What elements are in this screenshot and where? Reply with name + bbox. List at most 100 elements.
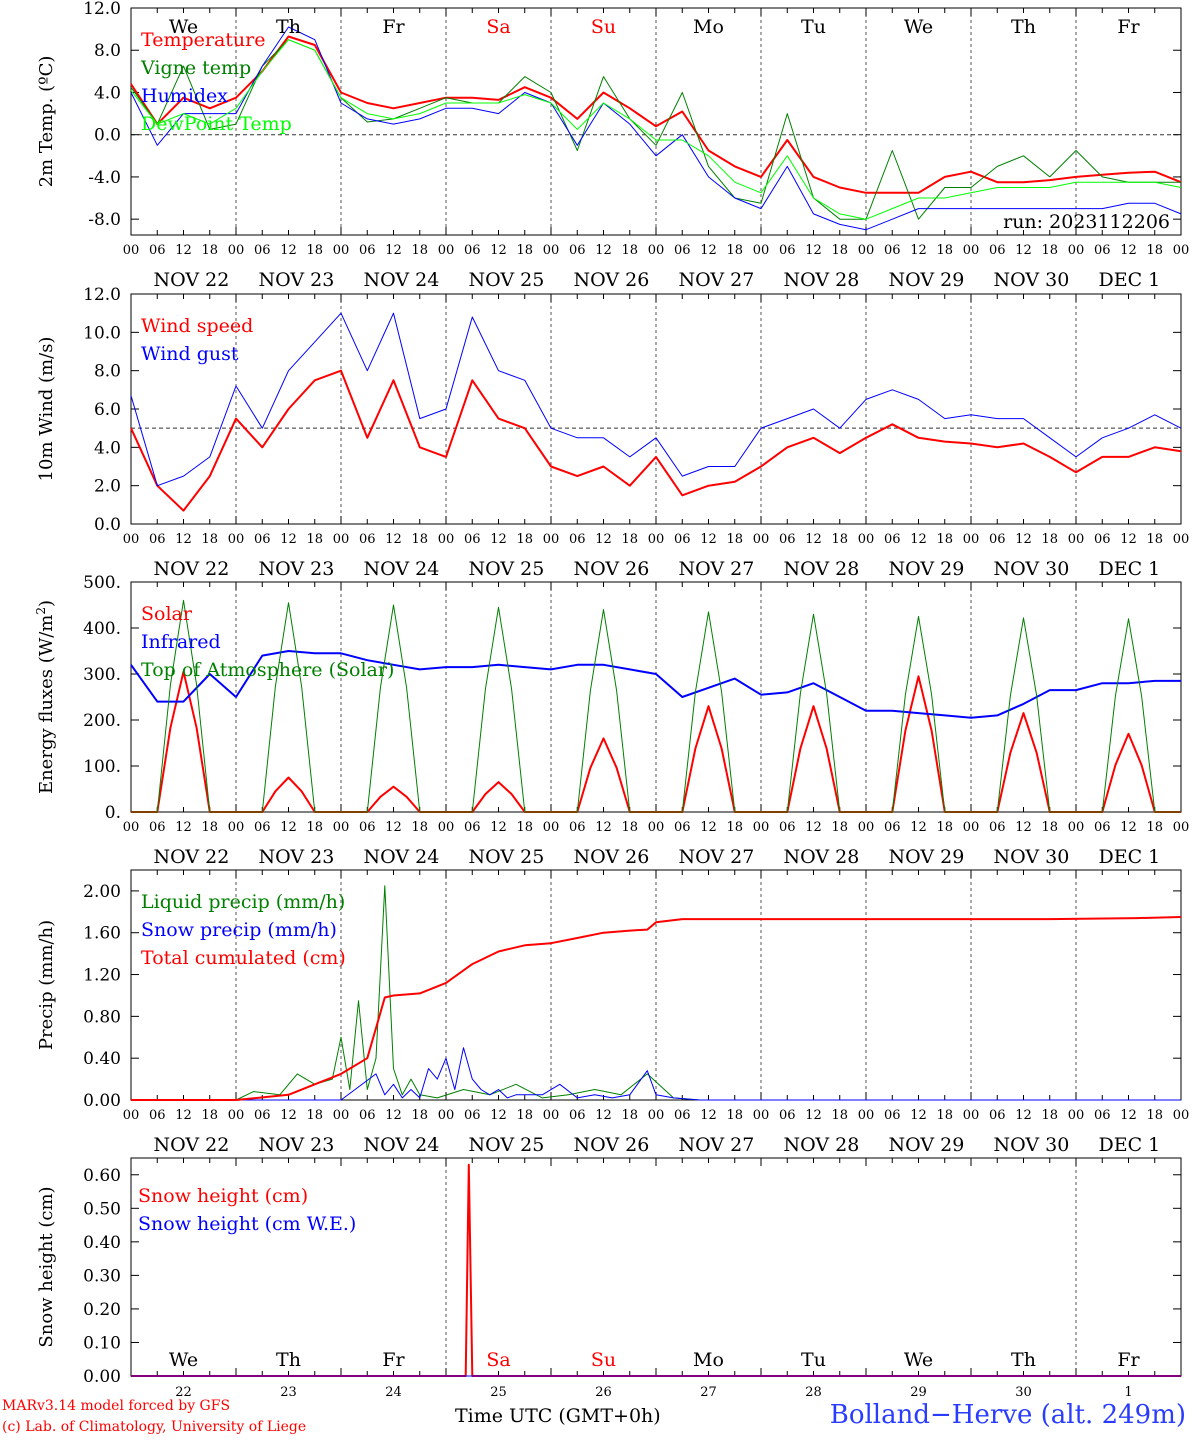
day-name: Fr — [1117, 1349, 1140, 1371]
x-hour-label: 12 — [910, 532, 927, 547]
y-tick-label: 12.0 — [83, 0, 121, 19]
x-date-label: NOV 30 — [994, 269, 1070, 291]
x-hour-label: 12 — [490, 532, 507, 547]
x-date-label: DEC 1 — [1099, 269, 1161, 291]
x-date-label: NOV 25 — [469, 846, 545, 868]
x-date-label: NOV 27 — [679, 269, 755, 291]
x-date-label: NOV 24 — [364, 269, 440, 291]
legend-entry: Liquid precip (mm/h) — [141, 891, 345, 913]
x-hour-label: 12 — [700, 243, 717, 258]
x-hour-label: 18 — [411, 532, 428, 547]
x-date-label: NOV 22 — [154, 269, 230, 291]
y-tick-label: 500. — [83, 573, 121, 593]
x-date-label: NOV 25 — [469, 1134, 545, 1156]
x-hour-label: 00 — [1173, 243, 1190, 258]
x-hour-label: 00 — [123, 1108, 140, 1123]
x-hour-label: 06 — [569, 243, 586, 258]
x-date-label: NOV 24 — [364, 1134, 440, 1156]
x-hour-label: 12 — [280, 1108, 297, 1123]
legend-entry: Snow height (cm) — [138, 1185, 308, 1207]
x-hour-label: 00 — [543, 243, 560, 258]
day-name: Mo — [693, 1349, 724, 1371]
y-axis-label: Snow height (cm) — [36, 1186, 57, 1347]
x-date-label: NOV 26 — [574, 1134, 650, 1156]
x-date-label: NOV 23 — [259, 846, 335, 868]
x-date-label: NOV 28 — [784, 269, 860, 291]
y-tick-label: 1.20 — [83, 966, 121, 986]
x-hour-label: 18 — [201, 820, 218, 835]
y-axis-label: Energy fluxes (W/m2) — [34, 600, 57, 794]
y-tick-label: 200. — [83, 711, 121, 731]
x-hour-label: 00 — [333, 1108, 350, 1123]
x-hour-label: 06 — [359, 532, 376, 547]
x-hour-label: 00 — [438, 1108, 455, 1123]
x-axis-title: Time UTC (GMT+0h) — [455, 1405, 661, 1427]
x-hour-label: 06 — [1094, 820, 1111, 835]
x-hour-label: 00 — [648, 1108, 665, 1123]
x-hour-label: 12 — [595, 1108, 612, 1123]
x-hour-label: 12 — [910, 1108, 927, 1123]
x-hour-label: 18 — [1041, 820, 1058, 835]
day-name: Tu — [801, 16, 826, 38]
x-hour-label: 06 — [254, 1108, 271, 1123]
day-number: 26 — [595, 1385, 612, 1400]
y-tick-label: 100. — [83, 757, 121, 777]
x-hour-label: 18 — [411, 1108, 428, 1123]
day-name: Su — [591, 16, 616, 38]
day-number: 23 — [280, 1385, 297, 1400]
chart-panel-2: 12.0 10.0 8.0 6.0 4.0 2.0 0.0 10m Wind (m/s) Win… — [36, 285, 1189, 580]
y-tick-label: 8.0 — [94, 362, 121, 382]
x-hour-label: 12 — [595, 243, 612, 258]
x-hour-label: 00 — [858, 532, 875, 547]
legend-entry: Total cumulated (cm) — [141, 947, 346, 969]
x-hour-label: 06 — [254, 243, 271, 258]
day-name: Th — [1011, 1349, 1036, 1371]
chart-panel-5: 0.60 0.50 0.40 0.30 0.20 0.10 0.00 Snow height … — [36, 1157, 1182, 1400]
x-hour-label: 18 — [1146, 243, 1163, 258]
x-date-label: NOV 22 — [154, 558, 230, 580]
x-hour-label: 12 — [805, 532, 822, 547]
day-name: Tu — [801, 1349, 826, 1371]
x-hour-label: 12 — [385, 532, 402, 547]
x-hour-label: 06 — [674, 243, 691, 258]
x-hour-label: 18 — [936, 820, 953, 835]
y-tick-label: 300. — [83, 665, 121, 685]
x-date-label: NOV 26 — [574, 269, 650, 291]
x-date-label: NOV 29 — [889, 269, 965, 291]
day-name: Th — [276, 16, 301, 38]
x-date-label: NOV 24 — [364, 846, 440, 868]
x-hour-label: 00 — [123, 820, 140, 835]
day-number: 30 — [1015, 1385, 1032, 1400]
x-hour-label: 18 — [306, 1108, 323, 1123]
x-hour-label: 18 — [1041, 1108, 1058, 1123]
x-hour-label: 18 — [1041, 532, 1058, 547]
y-tick-label: 0. — [105, 803, 121, 823]
x-hour-label: 00 — [123, 243, 140, 258]
x-date-label: NOV 29 — [889, 846, 965, 868]
day-name: Su — [591, 1349, 616, 1371]
x-hour-label: 06 — [569, 820, 586, 835]
x-hour-label: 12 — [280, 243, 297, 258]
x-hour-label: 12 — [280, 532, 297, 547]
x-hour-label: 18 — [411, 243, 428, 258]
x-hour-label: 18 — [1041, 243, 1058, 258]
series-line-top-of-atmosphere-solar- — [131, 599, 1181, 813]
x-hour-label: 06 — [674, 532, 691, 547]
x-hour-label: 18 — [516, 1108, 533, 1123]
x-hour-label: 18 — [831, 532, 848, 547]
x-hour-label: 12 — [1015, 243, 1032, 258]
x-hour-label: 06 — [674, 820, 691, 835]
day-number: 27 — [700, 1385, 717, 1400]
series-line-humidex — [130, 26, 1182, 231]
y-axis-label-text: Energy fluxes (W/m — [36, 615, 57, 794]
y-tick-label: 0.0 — [94, 126, 121, 146]
y-axis-label: 10m Wind (m/s) — [36, 337, 57, 482]
x-hour-label: 12 — [385, 1108, 402, 1123]
station-name: Bolland−Herve (alt. 249m) — [829, 1400, 1186, 1430]
x-hour-label: 06 — [464, 532, 481, 547]
x-date-label: NOV 26 — [574, 558, 650, 580]
y-tick-label: 0.50 — [83, 1199, 121, 1219]
legend-entry: Top of Atmosphere (Solar) — [141, 659, 394, 681]
y-tick-label: 0.0 — [94, 515, 121, 535]
x-hour-label: 18 — [621, 243, 638, 258]
